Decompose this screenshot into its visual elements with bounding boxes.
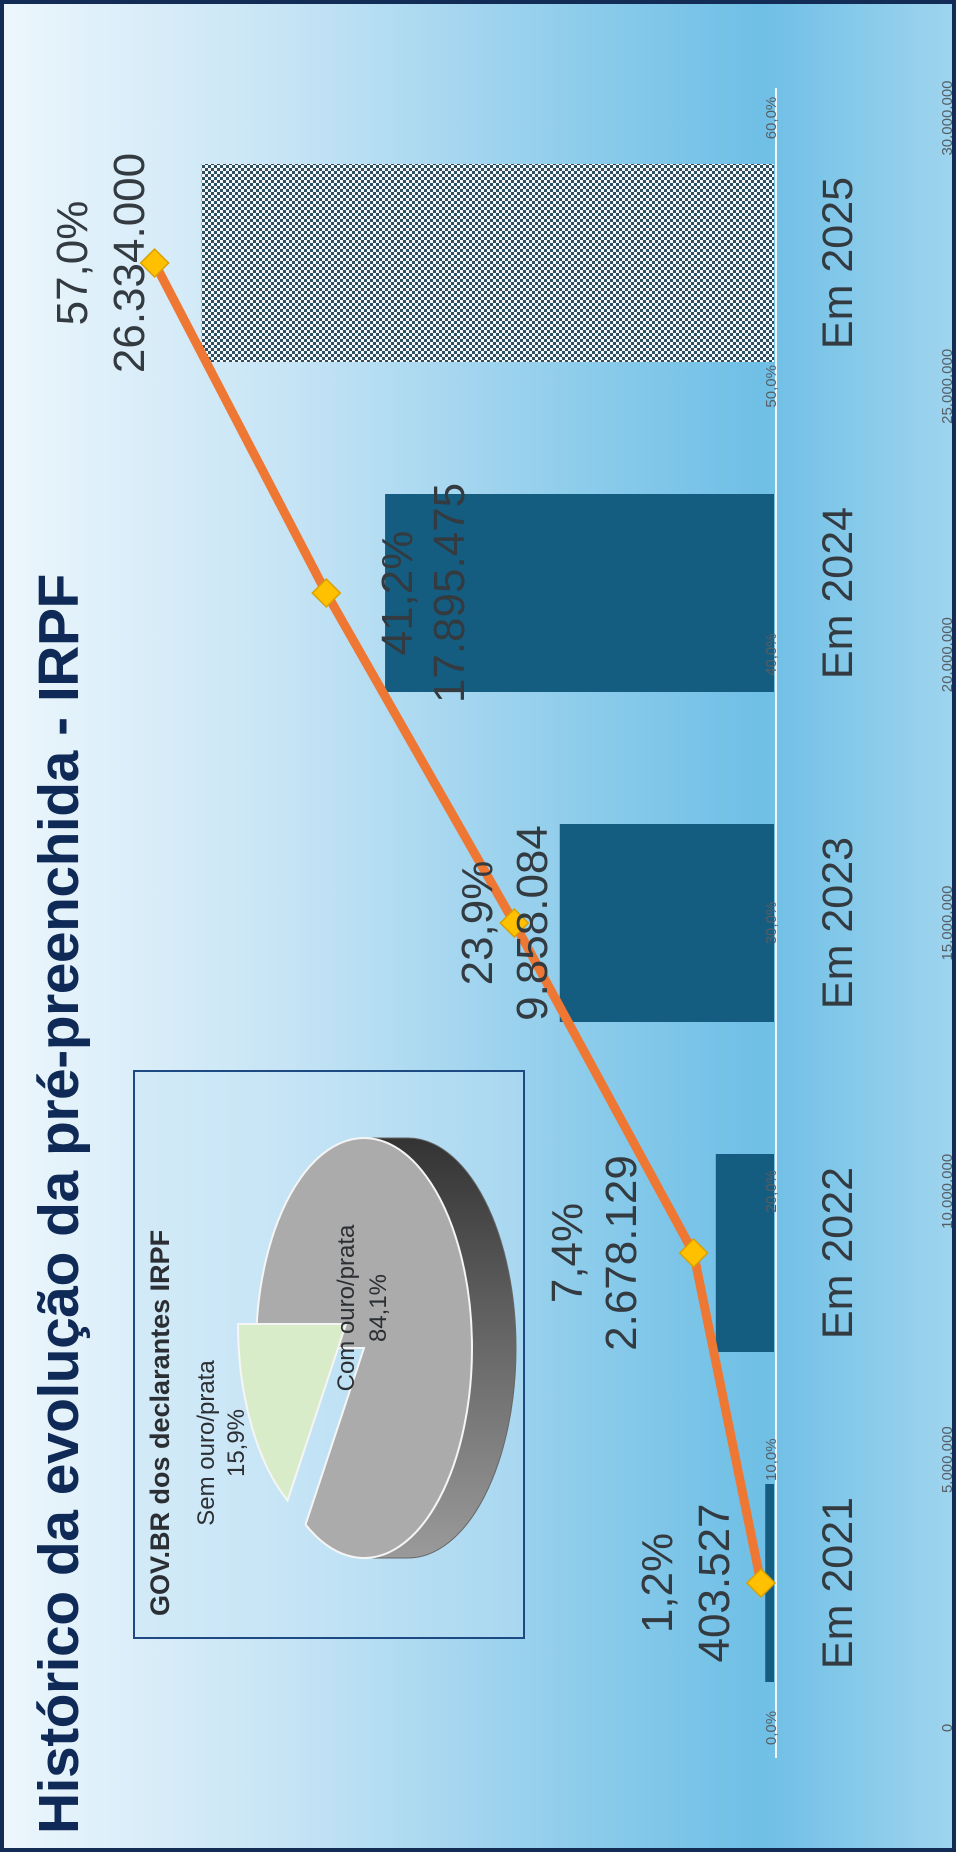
pie-slice-com-ouro-prata [254, 1137, 473, 1559]
category-label: Em 2025 [814, 177, 862, 349]
bar-em-2025 [201, 164, 775, 362]
pie-slice-label: Com ouro/prata [333, 1224, 360, 1391]
percent-label: 7,4% [543, 1203, 592, 1303]
data-labels: Em 2021 Em 2022 Em 2023 Em 2024 Em 2025 403.5… [48, 153, 862, 1669]
line-marker [139, 247, 170, 279]
right-axis-tick: 20,0% [763, 1170, 780, 1213]
line-marker [499, 907, 530, 939]
bar-em-2023 [559, 824, 774, 1022]
percent-label: 57,0% [48, 201, 97, 326]
bar-series [201, 164, 775, 1682]
left-axis-tick: 0 [939, 1724, 956, 1732]
chart-svg: GOV.BR dos declarantes IRPF Com ouro/prat… [48, 80, 956, 1758]
category-label: Em 2022 [814, 1167, 862, 1339]
left-axis-tick: 30.000.000 [939, 80, 956, 155]
percent-label: 23,9% [453, 861, 502, 986]
percent-label: 41,2% [373, 531, 422, 656]
right-axis-tick: 10,0% [763, 1438, 780, 1481]
right-axis-tick: 30,0% [763, 902, 780, 945]
line-series [139, 247, 777, 1599]
line-marker [678, 1237, 709, 1269]
category-label: Em 2021 [814, 1497, 862, 1669]
category-label: Em 2023 [814, 837, 862, 1009]
count-label: 26.334.000 [105, 153, 154, 373]
left-axis-tick: 15.000.000 [939, 885, 956, 960]
pie-slice-value: 15,9% [223, 1409, 250, 1477]
pie-slice-value: 84,1% [365, 1274, 392, 1342]
count-label: 9.858.084 [508, 825, 557, 1021]
bar-em-2024 [385, 494, 774, 692]
right-axis-tick: 60,0% [763, 97, 780, 140]
percent-label: 1,2% [633, 1533, 682, 1633]
left-axis-tick: 25.000.000 [939, 349, 956, 424]
left-axis-tick: 20.000.000 [939, 617, 956, 692]
line-marker [311, 577, 342, 609]
bar-em-2022 [715, 1154, 775, 1352]
count-label: 403.527 [690, 1503, 739, 1662]
right-axis-tick: 0,0% [763, 1711, 780, 1745]
line-marker [745, 1567, 777, 1599]
left-axis-tick: 10.000.000 [939, 1154, 956, 1229]
pie-inset: GOV.BR dos declarantes IRPF Com ouro/prat… [133, 1070, 525, 1639]
pie-slice-sem-ouro-prata [236, 1323, 348, 1503]
pie-title: GOV.BR dos declarantes IRPF [145, 1230, 175, 1616]
category-label: Em 2024 [814, 507, 862, 679]
left-axis-tick: 5.000.000 [939, 1426, 956, 1493]
count-label: 2.678.129 [597, 1155, 646, 1351]
count-label: 17.895.475 [425, 483, 474, 703]
right-axis-tick: 50,0% [763, 365, 780, 408]
right-axis-tick: 40,0% [763, 633, 780, 676]
pie-slice-label: Sem ouro/prata [193, 1360, 220, 1526]
axes: 0 5.000.000 10.000.000 15.000.000 20.000.000… [763, 80, 956, 1758]
